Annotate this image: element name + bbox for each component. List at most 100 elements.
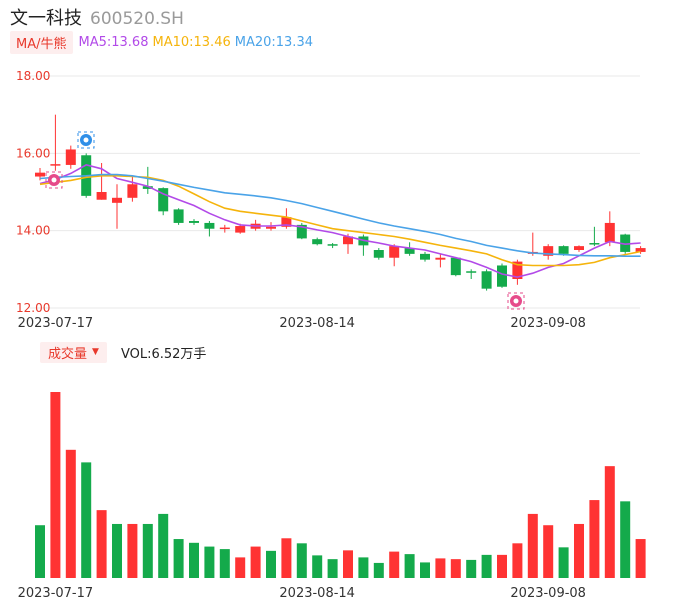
volume-bar: [204, 546, 215, 578]
ma10-legend: MA10:13.46: [152, 34, 231, 50]
volume-indicator-button[interactable]: 成交量 ▼: [40, 341, 107, 363]
volume-bar: [266, 550, 276, 578]
volume-bar: [343, 550, 353, 578]
volume-date-label: 2023-08-14: [279, 586, 355, 601]
volume-bar: [435, 558, 446, 578]
candle-body: [327, 244, 338, 246]
candle-body: [635, 248, 646, 252]
volume-bar: [450, 559, 461, 578]
candle-body: [574, 246, 584, 250]
candle-body: [296, 224, 307, 239]
marker-frame: [507, 292, 525, 310]
price-tick-label: 18.00: [16, 69, 50, 83]
bull-icon: [45, 171, 63, 189]
ma5-legend: MA5:13.68: [78, 34, 149, 50]
candle-body: [512, 261, 523, 279]
candle-body: [235, 226, 246, 233]
caret-down-icon: ▼: [92, 347, 99, 357]
volume-bar: [281, 538, 292, 578]
candle-body: [389, 246, 400, 258]
candle-body: [65, 149, 76, 165]
candle-body: [35, 172, 45, 177]
candle-body: [142, 186, 153, 189]
marker-center: [513, 298, 519, 304]
volume-date-label: 2023-09-08: [510, 586, 586, 601]
volume-bar: [112, 523, 122, 578]
candle-body: [173, 209, 184, 223]
bull-icon: [77, 131, 95, 149]
ma-indicator-button[interactable]: MA/牛熊: [10, 30, 73, 54]
stock-header: 文一科技 600520.SH: [10, 4, 184, 29]
volume-bar: [558, 547, 569, 578]
bear-icon: [507, 292, 525, 310]
price-date-label: 2023-07-17: [18, 316, 94, 331]
candle-body: [481, 271, 492, 289]
marker-center: [83, 137, 89, 143]
volume-bar: [250, 546, 261, 578]
volume-legend: 成交量 ▼ VOL:6.52万手: [40, 341, 206, 363]
ma20-line: [39, 173, 641, 258]
candle-body: [543, 246, 554, 256]
volume-bar: [127, 523, 138, 578]
price-tick-label: 14.00: [16, 224, 50, 238]
candle-body: [497, 265, 507, 287]
candle-body: [50, 164, 61, 166]
ma20-legend: MA20:13.34: [234, 34, 313, 50]
volume-bar: [527, 513, 538, 578]
volume-bar: [604, 466, 615, 578]
volume-date-label: 2023-07-17: [18, 586, 94, 601]
candle-body: [620, 234, 631, 252]
volume-bar: [620, 501, 631, 578]
candle-body: [204, 222, 215, 229]
volume-bar: [635, 539, 646, 578]
volume-bar: [235, 557, 246, 578]
candle-body: [466, 271, 477, 273]
candle-body: [127, 184, 138, 198]
ma5-line: [39, 164, 641, 278]
ma-legend: MA/牛熊 MA5:13.68 MA10:13.46 MA20:13.34: [10, 30, 317, 54]
volume-bar: [50, 392, 61, 578]
volume-bar: [312, 555, 323, 578]
volume-bar: [96, 510, 107, 578]
volume-bar: [35, 525, 45, 578]
volume-value: VOL:6.52万手: [120, 346, 207, 362]
volume-bar: [173, 539, 184, 578]
candle-body: [435, 257, 446, 260]
volume-bar: [497, 554, 507, 578]
volume-bar: [574, 523, 584, 578]
candle-body: [96, 192, 107, 200]
marker-frame: [45, 171, 63, 189]
candle-body: [312, 239, 323, 245]
volume-bar: [589, 500, 600, 578]
volume-bar: [327, 559, 338, 578]
volume-bar: [543, 525, 554, 578]
stock-code: 600520.SH: [90, 9, 184, 29]
volume-bar: [189, 542, 199, 578]
candle-body: [604, 222, 615, 243]
volume-bar: [358, 557, 369, 578]
candle-body: [450, 257, 461, 276]
volume-bar: [158, 513, 169, 578]
volume-bar: [373, 562, 384, 578]
price-date-label: 2023-09-08: [510, 316, 586, 331]
candle-body: [343, 236, 353, 245]
price-date-label: 2023-08-14: [279, 316, 355, 331]
volume-bar: [81, 462, 92, 578]
candle-body: [189, 221, 199, 223]
candle-body: [219, 227, 230, 230]
volume-bar: [389, 551, 400, 578]
candle-body: [373, 250, 384, 258]
price-tick-label: 12.00: [16, 301, 50, 315]
marker-frame: [77, 131, 95, 149]
price-tick-label: 16.00: [16, 146, 50, 160]
candle-body: [281, 217, 292, 227]
candle-body: [158, 188, 169, 212]
candle-body: [404, 248, 415, 254]
volume-bar: [219, 549, 230, 578]
stock-name: 文一科技: [10, 8, 82, 29]
volume-bar: [420, 562, 430, 578]
volume-indicator-label: 成交量: [48, 346, 88, 362]
candle-body: [420, 253, 430, 260]
volume-bar: [296, 543, 307, 578]
